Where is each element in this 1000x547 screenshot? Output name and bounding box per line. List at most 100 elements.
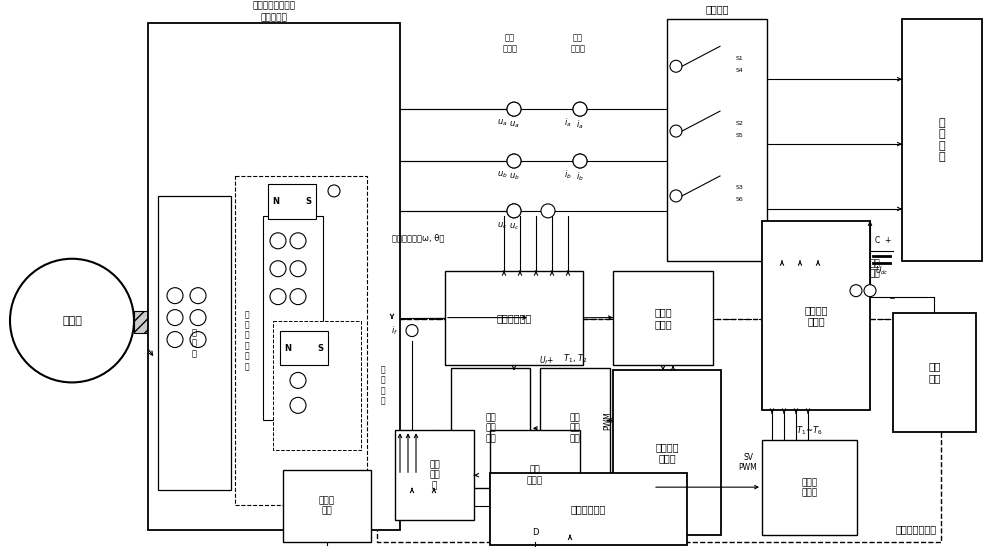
Bar (273, 321, 361, 450)
Circle shape (406, 324, 418, 336)
Text: 励
磁
绕
组: 励 磁 绕 组 (381, 365, 385, 405)
Text: 内部辅助电源: 内部辅助电源 (571, 504, 606, 514)
Bar (762, 221, 870, 410)
Text: $i_b$: $i_b$ (564, 168, 572, 181)
Text: 整流
滤波器: 整流 滤波器 (527, 465, 543, 485)
Bar (134, 311, 162, 333)
Text: $T_1$~$T_6$: $T_1$~$T_6$ (796, 424, 823, 437)
Bar (490, 430, 580, 520)
Text: 数字信号
处理器: 数字信号 处理器 (655, 442, 679, 463)
Text: $u_a$: $u_a$ (497, 118, 507, 129)
Text: $U_f$+: $U_f$+ (539, 354, 555, 366)
Bar (451, 369, 530, 488)
Circle shape (10, 259, 134, 382)
Text: 采样调理电路: 采样调理电路 (496, 313, 532, 323)
Bar (762, 440, 857, 535)
Circle shape (290, 289, 306, 305)
Circle shape (850, 284, 862, 296)
Text: 电枢绕组: 电枢绕组 (284, 203, 302, 212)
Text: 电流
传感器: 电流 传感器 (570, 33, 586, 53)
Bar (263, 216, 323, 420)
Circle shape (573, 102, 587, 116)
Text: C  +: C + (875, 236, 891, 245)
Circle shape (507, 102, 521, 116)
Text: $U_{dc}$: $U_{dc}$ (875, 264, 889, 277)
Bar (268, 184, 316, 219)
Circle shape (573, 154, 587, 168)
Bar (667, 19, 767, 261)
Text: 驱动
放大
隔离: 驱动 放大 隔离 (570, 414, 580, 443)
Circle shape (507, 154, 521, 168)
Circle shape (507, 204, 521, 218)
Bar (395, 430, 474, 520)
Text: 控制器
电源: 控制器 电源 (319, 497, 335, 516)
Circle shape (328, 185, 340, 197)
Bar (377, 318, 941, 542)
Circle shape (167, 288, 183, 304)
Text: SV
PWM: SV PWM (739, 452, 757, 472)
Text: 交
流
负
载: 交 流 负 载 (939, 118, 945, 162)
Text: 混
合
励
磁
电
机: 混 合 励 磁 电 机 (245, 310, 249, 371)
Text: $u_c$: $u_c$ (497, 220, 507, 231)
Text: 位置转
速调理: 位置转 速调理 (654, 307, 672, 329)
Bar (902, 19, 982, 261)
Text: 位置传感器（ω, θ）: 位置传感器（ω, θ） (392, 234, 444, 242)
Bar (613, 370, 721, 535)
Circle shape (190, 310, 206, 325)
Bar (893, 312, 976, 432)
Bar (280, 330, 328, 365)
Circle shape (507, 102, 521, 116)
Text: 混合励磁变频交流: 混合励磁变频交流 (252, 1, 296, 10)
Text: $i_b$: $i_b$ (576, 171, 584, 183)
Circle shape (507, 204, 521, 218)
Text: 驱动放
大隔离: 驱动放 大隔离 (801, 478, 818, 497)
Text: $u_a$: $u_a$ (509, 120, 519, 130)
Bar (158, 196, 231, 490)
Circle shape (167, 310, 183, 325)
Text: 电压
传感器: 电压 传感器 (503, 33, 518, 53)
Circle shape (507, 154, 521, 168)
Text: 起动
电源: 起动 电源 (928, 362, 941, 383)
Text: D: D (532, 527, 538, 537)
Circle shape (670, 60, 682, 72)
Circle shape (864, 284, 876, 296)
Circle shape (573, 102, 587, 116)
Circle shape (190, 331, 206, 347)
Text: 三相全桥
逆变器: 三相全桥 逆变器 (804, 305, 828, 327)
Circle shape (270, 261, 286, 277)
Text: −: − (875, 294, 896, 303)
Bar (490, 473, 687, 545)
Text: $T_1$, $T_2$: $T_1$, $T_2$ (563, 352, 587, 365)
Text: S2: S2 (736, 120, 744, 126)
Bar (283, 470, 371, 542)
Bar (235, 176, 367, 505)
Circle shape (290, 397, 306, 414)
Bar (445, 271, 583, 365)
Text: 起动发电机: 起动发电机 (261, 13, 287, 22)
Text: $u_c$: $u_c$ (509, 222, 519, 232)
Bar (148, 24, 400, 530)
Text: S6: S6 (736, 197, 744, 202)
Text: 起动发电控制器: 起动发电控制器 (896, 524, 937, 534)
Text: S: S (305, 197, 311, 206)
Circle shape (290, 261, 306, 277)
Circle shape (190, 288, 206, 304)
Text: 发动机: 发动机 (62, 316, 82, 325)
Text: S4: S4 (736, 68, 744, 73)
Text: 励
磁
机: 励 磁 机 (192, 328, 197, 358)
Text: S1: S1 (736, 56, 744, 61)
Circle shape (670, 190, 682, 202)
Text: S: S (317, 344, 323, 352)
Text: $i_a$: $i_a$ (564, 117, 572, 129)
Text: $i_f$: $i_f$ (391, 324, 399, 337)
Circle shape (270, 289, 286, 305)
Text: 转换开关: 转换开关 (705, 4, 729, 14)
Circle shape (670, 125, 682, 137)
Text: $u_b$: $u_b$ (497, 170, 507, 180)
Bar (540, 369, 610, 488)
Text: 励磁
功率
电路: 励磁 功率 电路 (485, 414, 496, 443)
Text: $u_b$: $u_b$ (509, 172, 519, 182)
Text: N: N (285, 344, 292, 352)
Text: S5: S5 (736, 132, 744, 138)
Text: S3: S3 (736, 185, 744, 190)
